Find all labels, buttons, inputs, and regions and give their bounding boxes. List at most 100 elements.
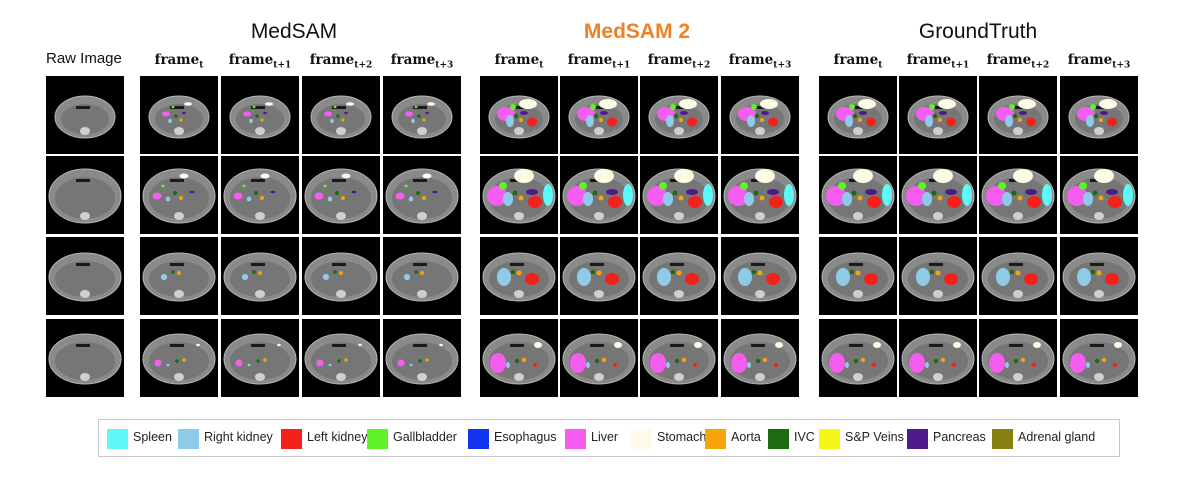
legend-swatch: [631, 429, 652, 449]
groundtruth-segmentation-image: [819, 156, 897, 234]
groundtruth-segmentation-image: [1060, 237, 1138, 315]
frame-header-sub: t+2: [1031, 60, 1050, 71]
frame-header-t: framet: [139, 52, 219, 71]
frame-header-sub: t+1: [612, 60, 631, 71]
frame-header-t2: framet+2: [978, 52, 1058, 71]
medsam2-segmentation-image: [721, 76, 799, 154]
groundtruth-segmentation-image: [979, 319, 1057, 397]
medsam2-segmentation-image: [640, 237, 718, 315]
frame-header-t3: framet+3: [1059, 52, 1139, 71]
groundtruth-segmentation-image: [819, 237, 897, 315]
medsam-title: MedSAM: [250, 20, 338, 43]
frame-header-t1: framet+1: [220, 52, 300, 71]
legend-label: Left kidney: [307, 430, 368, 444]
frame-header-t2: framet+2: [301, 52, 381, 71]
medsam-segmentation-image: [221, 237, 299, 315]
legend-label: Esophagus: [494, 430, 557, 444]
frame-header-sub: t+1: [951, 60, 970, 71]
medsam-segmentation-image: [302, 237, 380, 315]
legend-swatch: [992, 429, 1013, 449]
frame-header-base: frame: [647, 52, 693, 68]
medsam-segmentation-image: [140, 319, 218, 397]
legend-swatch: [565, 429, 586, 449]
groundtruth-segmentation-image: [1060, 76, 1138, 154]
legend-swatch: [907, 429, 928, 449]
frame-header-sub: t: [199, 60, 204, 71]
frame-header-t2: framet+2: [639, 52, 719, 71]
frame-header-sub: t+1: [273, 60, 292, 71]
legend-label: Right kidney: [204, 430, 273, 444]
medsam2-segmentation-image: [721, 319, 799, 397]
legend-swatch: [178, 429, 199, 449]
frame-header-base: frame: [390, 52, 436, 68]
raw-image-title: Raw Image: [46, 50, 122, 67]
groundtruth-segmentation-image: [899, 156, 977, 234]
frame-header-t3: framet+3: [382, 52, 462, 71]
medsam2-segmentation-image: [640, 76, 718, 154]
medsam2-segmentation-image: [640, 319, 718, 397]
groundtruth-segmentation-image: [819, 319, 897, 397]
medsam2-segmentation-image: [480, 156, 558, 234]
groundtruth-segmentation-image: [899, 319, 977, 397]
medsam2-segmentation-image: [480, 76, 558, 154]
legend-swatch: [819, 429, 840, 449]
frame-header-sub: t+2: [354, 60, 373, 71]
medsam-segmentation-image: [140, 156, 218, 234]
medsam2-segmentation-image: [560, 237, 638, 315]
frame-header-base: frame: [906, 52, 952, 68]
medsam-segmentation-image: [221, 319, 299, 397]
groundtruth-segmentation-image: [979, 237, 1057, 315]
frame-header-sub: t: [878, 60, 883, 71]
legend-label: Liver: [591, 430, 619, 444]
medsam-segmentation-image: [383, 156, 461, 234]
groundtruth-segmentation-image: [979, 156, 1057, 234]
legend-swatch: [281, 429, 302, 449]
frame-header-t1: framet+1: [559, 52, 639, 71]
raw-ct-image: [46, 156, 124, 234]
medsam2-segmentation-image: [560, 319, 638, 397]
groundtruth-segmentation-image: [819, 76, 897, 154]
frame-header-base: frame: [154, 52, 200, 68]
raw-ct-image: [46, 237, 124, 315]
medsam-segmentation-image: [140, 76, 218, 154]
medsam-segmentation-image: [140, 237, 218, 315]
raw-ct-image: [46, 319, 124, 397]
medsam2-segmentation-image: [480, 319, 558, 397]
frame-header-base: frame: [228, 52, 274, 68]
medsam-segmentation-image: [302, 156, 380, 234]
frame-header-base: frame: [494, 52, 540, 68]
legend-label: Adrenal gland: [1018, 430, 1096, 444]
legend-label: Spleen: [133, 430, 172, 444]
legend-label: Aorta: [731, 430, 761, 444]
frame-header-sub: t+2: [692, 60, 711, 71]
legend-label: Gallbladder: [393, 430, 457, 444]
medsam-segmentation-image: [302, 319, 380, 397]
frame-header-base: frame: [728, 52, 774, 68]
medsam-segmentation-image: [221, 76, 299, 154]
medsam2-segmentation-image: [640, 156, 718, 234]
legend-swatch: [468, 429, 489, 449]
medsam2-segmentation-image: [721, 237, 799, 315]
legend-swatch: [107, 429, 128, 449]
medsam2-segmentation-image: [560, 76, 638, 154]
frame-header-base: frame: [1067, 52, 1113, 68]
medsam2-segmentation-image: [721, 156, 799, 234]
frame-header-t: framet: [479, 52, 559, 71]
groundtruth-segmentation-image: [1060, 156, 1138, 234]
frame-header-t3: framet+3: [720, 52, 800, 71]
groundtruth-segmentation-image: [1060, 319, 1138, 397]
frame-header-base: frame: [833, 52, 879, 68]
groundtruth-title: GroundTruth: [918, 20, 1038, 43]
medsam-segmentation-image: [383, 319, 461, 397]
medsam-segmentation-image: [302, 76, 380, 154]
medsam-segmentation-image: [221, 156, 299, 234]
legend-swatch: [768, 429, 789, 449]
legend-label: Stomach: [657, 430, 707, 444]
legend-label: Pancreas: [933, 430, 986, 444]
frame-header-t: framet: [818, 52, 898, 71]
medsam-segmentation-image: [383, 237, 461, 315]
frame-header-base: frame: [986, 52, 1032, 68]
frame-header-sub: t+3: [773, 60, 792, 71]
groundtruth-segmentation-image: [899, 76, 977, 154]
raw-ct-image: [46, 76, 124, 154]
